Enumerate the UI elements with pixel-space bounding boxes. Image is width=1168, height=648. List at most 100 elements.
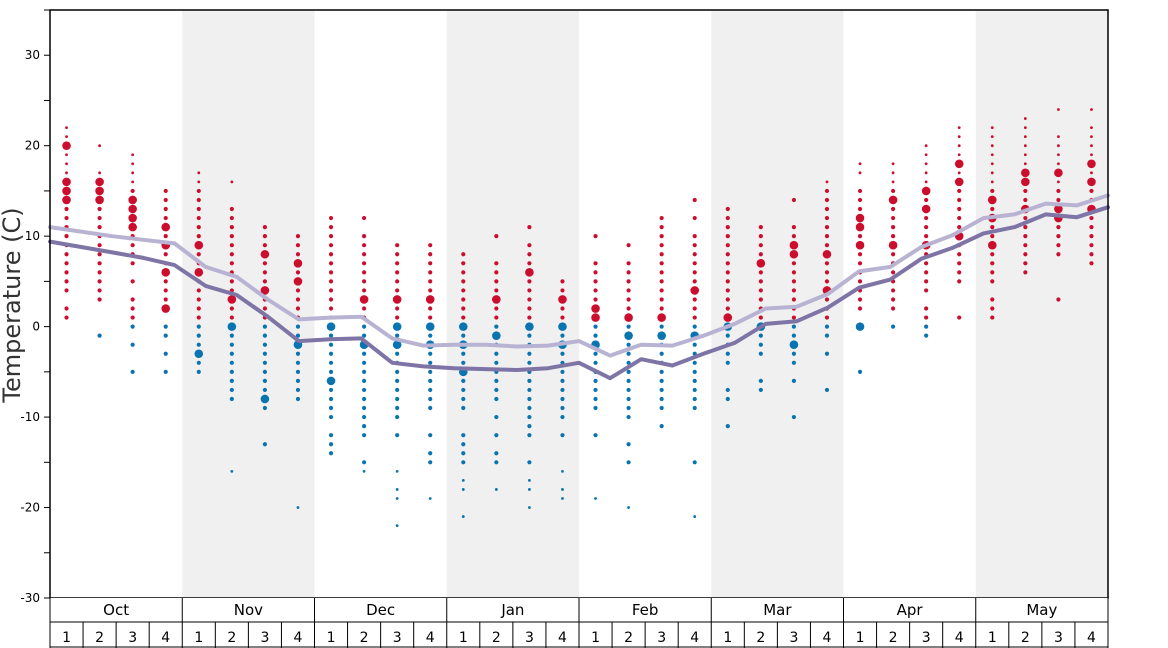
observation-dot bbox=[461, 378, 466, 383]
week-label: 2 bbox=[492, 630, 501, 646]
observation-dot bbox=[461, 333, 466, 338]
observation-dot bbox=[659, 261, 664, 266]
observation-dot bbox=[65, 153, 68, 157]
observation-dot bbox=[593, 405, 598, 411]
observation-dot bbox=[361, 405, 367, 411]
observation-dot bbox=[789, 249, 799, 259]
observation-dot bbox=[1057, 162, 1060, 166]
observation-dot bbox=[527, 387, 532, 393]
observation-dot bbox=[295, 234, 301, 239]
observation-dot bbox=[924, 270, 929, 275]
observation-dot bbox=[428, 252, 433, 257]
observation-dot bbox=[1023, 225, 1028, 230]
observation-dot bbox=[692, 342, 697, 347]
observation-dot bbox=[494, 351, 499, 356]
observation-dot bbox=[990, 261, 995, 266]
observation-dot bbox=[626, 243, 631, 248]
observation-dot bbox=[361, 460, 367, 465]
month-label: Mar bbox=[763, 601, 792, 619]
observation-dot bbox=[494, 279, 499, 284]
observation-dot bbox=[494, 270, 499, 275]
observation-dot bbox=[692, 405, 697, 411]
observation-dot bbox=[890, 215, 896, 221]
observation-dot bbox=[425, 322, 435, 331]
observation-dot bbox=[626, 442, 631, 447]
observation-dot bbox=[395, 378, 400, 383]
observation-dot bbox=[890, 324, 896, 329]
observation-dot bbox=[659, 252, 664, 257]
observation-dot bbox=[62, 186, 71, 196]
observation-dot bbox=[196, 306, 201, 311]
observation-dot bbox=[295, 360, 301, 365]
observation-dot bbox=[395, 279, 400, 284]
observation-dot bbox=[659, 243, 664, 248]
observation-dot bbox=[230, 180, 234, 184]
observation-dot bbox=[494, 414, 499, 420]
observation-dot bbox=[1057, 180, 1060, 184]
observation-dot bbox=[98, 144, 101, 148]
observation-dot bbox=[626, 270, 631, 275]
observation-dot bbox=[128, 195, 137, 205]
observation-dot bbox=[395, 396, 400, 402]
observation-dot bbox=[725, 225, 730, 230]
observation-dot bbox=[791, 270, 797, 275]
observation-dot bbox=[758, 243, 763, 248]
observation-dot bbox=[229, 333, 234, 338]
observation-dot bbox=[328, 396, 334, 402]
observation-dot bbox=[527, 315, 532, 320]
observation-dot bbox=[461, 451, 466, 456]
observation-dot bbox=[857, 234, 863, 239]
observation-dot bbox=[1057, 135, 1060, 139]
observation-dot bbox=[593, 351, 598, 356]
month-band bbox=[711, 10, 844, 598]
observation-dot bbox=[626, 405, 631, 411]
observation-dot bbox=[990, 297, 995, 302]
observation-dot bbox=[890, 234, 896, 239]
observation-dot bbox=[659, 297, 664, 302]
week-label: 4 bbox=[294, 630, 303, 646]
observation-dot bbox=[163, 333, 168, 338]
observation-dot bbox=[494, 378, 499, 383]
observation-dot bbox=[1056, 234, 1061, 239]
observation-dot bbox=[1089, 252, 1094, 257]
observation-dot bbox=[428, 460, 433, 465]
observation-dot bbox=[591, 304, 600, 313]
month-label: May bbox=[1026, 601, 1057, 619]
observation-dot bbox=[64, 252, 69, 257]
observation-dot bbox=[527, 414, 532, 420]
observation-dot bbox=[130, 188, 135, 194]
observation-dot bbox=[130, 315, 135, 320]
observation-dot bbox=[791, 288, 797, 293]
observation-dot bbox=[328, 270, 334, 275]
observation-dot bbox=[395, 414, 400, 420]
observation-dot bbox=[196, 234, 201, 239]
observation-dot bbox=[197, 180, 201, 184]
observation-dot bbox=[328, 442, 334, 447]
observation-dot bbox=[924, 315, 929, 320]
observation-dot bbox=[461, 288, 466, 293]
month-band bbox=[975, 10, 1108, 598]
y-tick-label: 10 bbox=[25, 229, 40, 243]
observation-dot bbox=[328, 360, 334, 365]
week-label: 4 bbox=[161, 630, 170, 646]
observation-dot bbox=[857, 369, 863, 374]
observation-dot bbox=[593, 270, 598, 275]
observation-dot bbox=[361, 270, 367, 275]
observation-dot bbox=[361, 279, 367, 284]
observation-dot bbox=[1023, 135, 1027, 139]
observation-dot bbox=[725, 297, 730, 302]
observation-dot bbox=[692, 369, 697, 374]
observation-dot bbox=[196, 360, 201, 365]
observation-dot bbox=[1056, 197, 1061, 203]
observation-dot bbox=[626, 279, 631, 284]
observation-dot bbox=[97, 252, 102, 257]
observation-dot bbox=[659, 405, 664, 411]
observation-dot bbox=[924, 197, 929, 203]
observation-dot bbox=[65, 126, 68, 129]
observation-dot bbox=[62, 177, 71, 187]
observation-dot bbox=[461, 351, 466, 356]
observation-dot bbox=[690, 286, 700, 295]
month-label: Nov bbox=[234, 601, 263, 619]
observation-dot bbox=[95, 177, 104, 187]
month-label: Apr bbox=[897, 601, 924, 619]
